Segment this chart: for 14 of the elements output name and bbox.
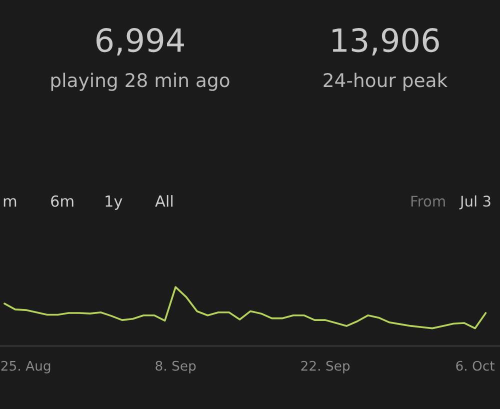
text: 1y [106,196,122,210]
text: Jul 3 [459,195,490,210]
x-tick-label: 25. Aug [1,360,50,374]
text: From [411,196,445,207]
text: 6,994 [96,28,184,56]
text: 24-hour peak [324,72,448,91]
text: 6m [51,195,74,207]
text: 13,906 [332,28,439,56]
text: All [155,195,173,207]
x-tick-label: 8. Sep [156,360,196,374]
text: m [4,198,16,207]
text: playing 28 min ago [51,72,230,91]
x-tick-label: 22. Sep [301,360,350,374]
x-tick-label: 6. Oct [456,360,495,371]
